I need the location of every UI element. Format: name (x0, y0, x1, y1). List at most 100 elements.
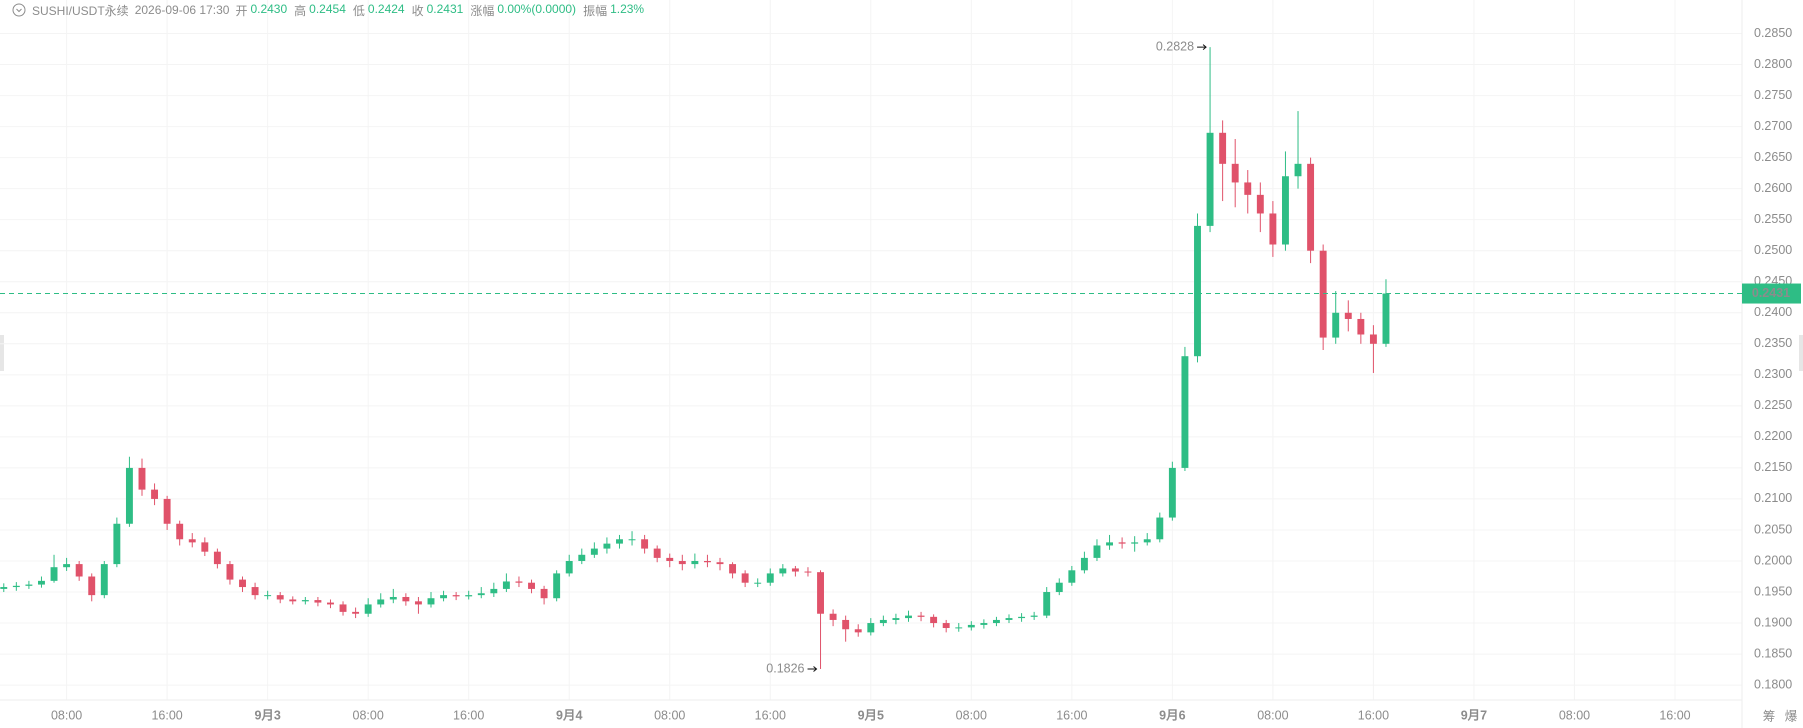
candle-body (1369, 334, 1377, 344)
y-tick-label: 0.2750 (1754, 88, 1792, 102)
y-tick-label: 0.1850 (1754, 646, 1792, 660)
y-tick-label: 0.2600 (1754, 181, 1792, 195)
candle-body (666, 557, 674, 561)
candle-body (213, 551, 221, 565)
y-tick-label: 0.2300 (1754, 367, 1792, 381)
candle-body (515, 581, 523, 583)
candle-body (427, 598, 435, 605)
candle-body (389, 596, 397, 600)
field: 高 0.2454 (294, 2, 346, 19)
candle-body (703, 560, 711, 563)
candle-body (138, 467, 146, 490)
x-tick-label: 9月6 (1159, 708, 1185, 722)
candle-body (414, 601, 422, 605)
candle-body (867, 623, 875, 633)
candle-body (201, 542, 209, 552)
x-tick-label: 16:00 (1358, 708, 1389, 722)
candle-body (1131, 542, 1139, 544)
candle-body (1269, 213, 1277, 245)
left-panel-toggle[interactable] (0, 335, 4, 371)
candle-body (1168, 467, 1176, 518)
candle-body (377, 599, 385, 605)
candle-body (729, 564, 737, 574)
candle-body (314, 600, 322, 603)
y-tick-label: 0.2350 (1754, 336, 1792, 350)
y-tick-label: 0.1800 (1754, 677, 1792, 691)
y-tick-label: 0.2250 (1754, 398, 1792, 412)
candle-body (1319, 250, 1327, 338)
y-tick-label: 0.2500 (1754, 243, 1792, 257)
candle-body (565, 560, 573, 574)
candle-body (917, 615, 925, 617)
candle-body (239, 579, 246, 588)
candle-body (25, 584, 33, 586)
candle-body (465, 595, 473, 597)
y-tick-label: 0.2650 (1754, 150, 1792, 164)
candle-body (1068, 570, 1076, 583)
candle-body (0, 587, 8, 589)
x-tick-label: 08:00 (1257, 708, 1288, 722)
extreme-arrow (1197, 44, 1207, 51)
candle-body (327, 602, 334, 605)
candle-body (540, 588, 548, 599)
candle-body (364, 604, 372, 614)
x-tick-label: 16:00 (1659, 708, 1690, 722)
x-tick-label: 9月5 (858, 708, 884, 722)
right-panel-toggle[interactable] (1799, 335, 1803, 371)
candle-body (440, 595, 448, 599)
field-value: 1.23% (610, 1, 645, 16)
candle-body (905, 615, 912, 619)
candle-body (1307, 163, 1315, 251)
candle-body (50, 567, 58, 581)
footer-icon[interactable]: 爆 (1785, 709, 1798, 723)
x-tick-label: 08:00 (654, 708, 685, 722)
collapse-icon[interactable] (12, 3, 26, 17)
candle-body (502, 581, 510, 589)
candle-body (854, 629, 862, 633)
candle-body (63, 564, 71, 568)
candle-body (38, 580, 45, 585)
candle-body (942, 623, 950, 629)
x-tick-label: 08:00 (956, 708, 987, 722)
candle-body (553, 573, 561, 599)
candle-body (490, 588, 498, 594)
candle-body (163, 498, 171, 524)
x-tick-label: 9月7 (1461, 708, 1487, 722)
candle-body (842, 619, 850, 630)
symbol: SUSHI/USDT永续 (32, 3, 129, 18)
candle-body (590, 548, 598, 555)
x-tick-label: 08:00 (1559, 708, 1590, 722)
y-tick-label: 0.2100 (1754, 491, 1792, 505)
candle-body (1093, 545, 1101, 558)
candle-body (628, 539, 636, 541)
candle-body (251, 587, 259, 596)
candle-body (1080, 557, 1088, 571)
x-tick-label: 16:00 (151, 708, 182, 722)
candle-body (741, 573, 749, 583)
field-value: 0.00%(0.0000) (497, 1, 577, 16)
x-tick-label: 16:00 (1056, 708, 1087, 722)
candle-body (879, 619, 887, 624)
last-price-box (1742, 283, 1801, 304)
candle-body (188, 539, 196, 543)
field-value: 0.2431 (426, 1, 464, 16)
candle-body (791, 568, 799, 572)
candle-body (641, 539, 649, 549)
field-value: 0.2430 (250, 1, 288, 16)
last-price-label: 0.2431 (1752, 286, 1790, 300)
field: 低 0.2424 (353, 2, 405, 19)
y-tick-label: 0.2400 (1754, 305, 1792, 319)
candle-body (1030, 615, 1038, 617)
candle-body (804, 571, 812, 573)
field-value: 0.2424 (367, 1, 405, 16)
candle-body (1194, 225, 1201, 357)
candle-body (113, 523, 121, 565)
candle-body (477, 593, 485, 596)
footer-icon[interactable]: 筹 (1763, 708, 1776, 723)
y-tick-label: 0.2850 (1754, 26, 1792, 40)
candle-body (301, 600, 309, 602)
candle-body (578, 554, 586, 561)
field-label: 涨幅 (470, 3, 495, 18)
